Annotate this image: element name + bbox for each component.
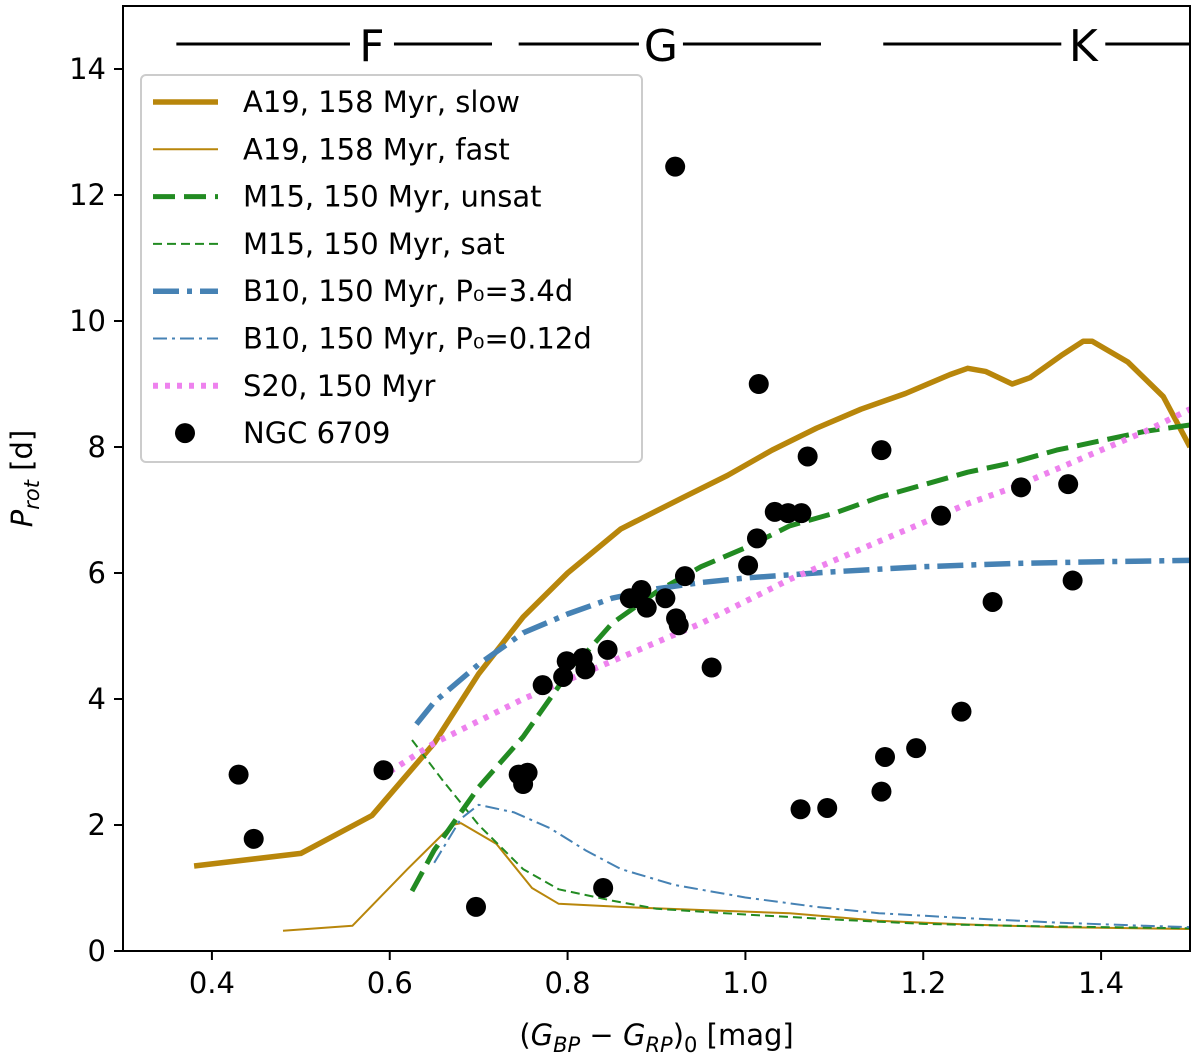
legend-item: M15, 150 Myr, unsat (153, 180, 541, 214)
y-tick-label: 10 (69, 304, 106, 338)
data-point (1062, 570, 1083, 591)
data-point (553, 666, 574, 687)
data-point (906, 738, 927, 759)
data-point (517, 762, 538, 783)
legend-marker (175, 423, 195, 444)
legend-item: A19, 158 Myr, fast (153, 132, 510, 166)
legend-item: A19, 158 Myr, slow (153, 85, 520, 119)
data-point (748, 374, 769, 394)
legend-label: A19, 158 Myr, fast (243, 132, 510, 166)
y-tick-label: 8 (88, 430, 106, 464)
legend: A19, 158 Myr, slow A19, 158 Myr, fast M15,… (140, 74, 643, 463)
spectral-label-k: K (1069, 21, 1099, 72)
data-point (1011, 477, 1032, 498)
data-point (875, 746, 896, 767)
data-point (871, 440, 892, 461)
spectral-label-g: G (644, 21, 678, 72)
data-point (532, 675, 553, 696)
y-tick-label: 6 (88, 556, 106, 590)
legend-item: S20, 150 Myr (153, 369, 435, 403)
data-point (228, 764, 249, 785)
y-tick-label: 2 (88, 808, 106, 842)
data-point (871, 781, 892, 802)
data-point (738, 555, 759, 576)
y-axis-label: Prot [d] (5, 430, 44, 527)
legend-item: M15, 150 Myr, sat (153, 227, 505, 261)
legend-box (140, 74, 643, 463)
data-point (668, 615, 689, 636)
y-tick-label: 12 (69, 178, 106, 212)
data-point (243, 828, 264, 849)
x-tick-label: 1.4 (1078, 966, 1124, 1000)
legend-item: NGC 6709 (175, 416, 390, 450)
data-point (1058, 474, 1079, 495)
data-point (790, 799, 811, 820)
data-point (593, 878, 614, 898)
data-point (665, 156, 686, 177)
data-point (797, 446, 818, 467)
axes-frame (122, 5, 1191, 952)
x-axis-label: (GBP − GRP)0 [mag] (519, 1018, 793, 1057)
x-tick-label: 0.8 (545, 966, 591, 1000)
series-lines (193, 338, 1190, 932)
data-point (951, 701, 972, 722)
data-point (931, 505, 952, 526)
legend-item: B10, 150 Myr, P₀=0.12d (153, 322, 592, 356)
data-point (982, 591, 1003, 612)
data-point (701, 657, 722, 678)
legend-label: S20, 150 Myr (243, 369, 435, 403)
legend-label: A19, 158 Myr, slow (243, 85, 520, 119)
x-tick-label: 1.0 (722, 966, 768, 1000)
data-point (655, 588, 676, 609)
data-point (575, 659, 596, 680)
series-line-b10-150-myr-p-0-12d (433, 803, 1190, 929)
data-point (631, 580, 652, 601)
legend-label: M15, 150 Myr, sat (243, 227, 505, 261)
data-point (465, 896, 486, 917)
series-line-a19-158-myr-slow (193, 338, 1190, 869)
y-tick-label: 4 (88, 682, 106, 716)
y-tick-label: 14 (69, 52, 106, 86)
spectral-label-f: F (359, 21, 384, 72)
legend-label: NGC 6709 (243, 416, 390, 450)
legend-label: B10, 150 Myr, P₀=3.4d (243, 274, 573, 308)
x-tick-label: 0.6 (367, 966, 413, 1000)
data-point (674, 566, 695, 587)
data-point (373, 760, 394, 781)
data-point (556, 651, 577, 672)
legend-label: M15, 150 Myr, unsat (243, 180, 541, 214)
data-point (636, 597, 657, 618)
series-line-m15-150-myr-unsat (409, 422, 1190, 893)
series-line-m15-150-myr-sat (411, 739, 1190, 930)
data-points (228, 156, 1083, 917)
x-tick-label: 0.4 (189, 966, 235, 1000)
series-line-b10-150-myr-p-3-4d (414, 557, 1190, 726)
data-point (597, 639, 618, 660)
y-tick-label: 0 (88, 934, 106, 968)
series-line-s20-150-myr (388, 406, 1190, 775)
data-point (791, 503, 812, 524)
data-point (746, 528, 767, 549)
legend-item: B10, 150 Myr, P₀=3.4d (153, 274, 573, 308)
data-point (817, 797, 838, 818)
axis-ticks: 0.4 0.6 0.8 1.0 1.2 1.4 0 2 4 6 8 10 12 14 (69, 52, 1124, 1000)
x-tick-label: 1.2 (900, 966, 946, 1000)
legend-label: B10, 150 Myr, P₀=0.12d (243, 322, 592, 356)
